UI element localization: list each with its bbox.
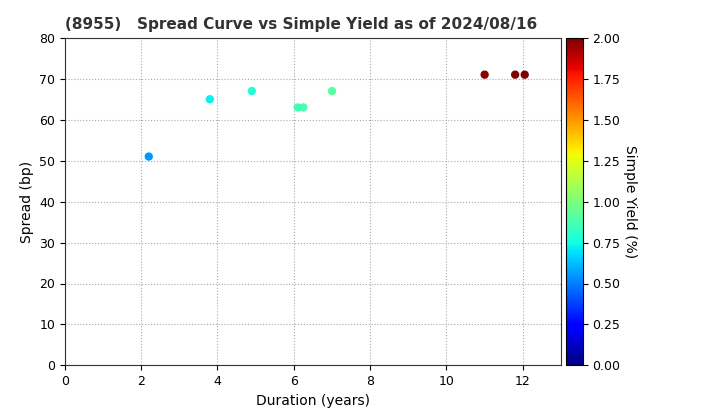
Point <box>519 71 531 78</box>
Point <box>510 71 521 78</box>
Y-axis label: Simple Yield (%): Simple Yield (%) <box>623 145 637 258</box>
Y-axis label: Spread (bp): Spread (bp) <box>19 160 34 243</box>
Point <box>246 88 258 94</box>
Point <box>143 153 155 160</box>
Point <box>204 96 215 102</box>
Text: (8955)   Spread Curve vs Simple Yield as of 2024/08/16: (8955) Spread Curve vs Simple Yield as o… <box>65 18 537 32</box>
Point <box>326 88 338 94</box>
X-axis label: Duration (years): Duration (years) <box>256 394 370 408</box>
Point <box>479 71 490 78</box>
Point <box>292 104 303 111</box>
Point <box>297 104 309 111</box>
